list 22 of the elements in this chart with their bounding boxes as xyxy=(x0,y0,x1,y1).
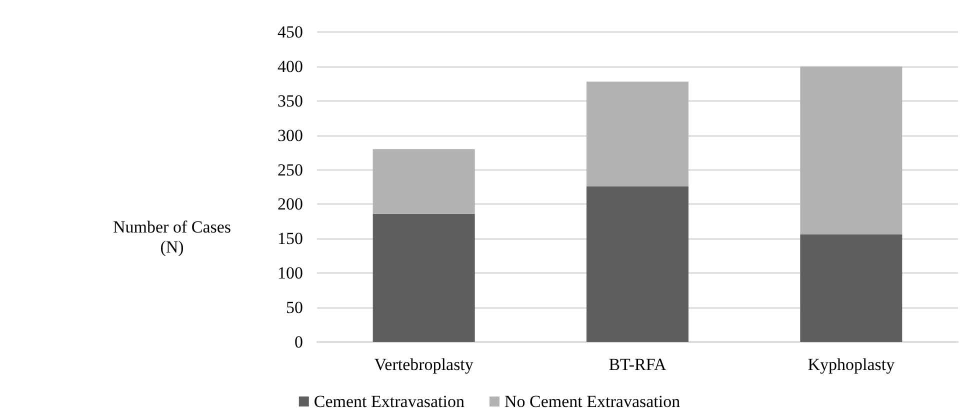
y-axis-title: Number of Cases (N) xyxy=(112,218,232,256)
bar xyxy=(586,186,688,342)
bar xyxy=(372,214,475,342)
bar xyxy=(800,66,902,235)
x-tick-label: Vertebroplasty xyxy=(374,355,474,374)
bar xyxy=(586,82,688,186)
x-tick-label: Kyphoplasty xyxy=(808,355,896,374)
y-tick-label: 250 xyxy=(278,160,303,180)
y-tick-label: 450 xyxy=(278,22,303,42)
y-tick-label: 350 xyxy=(278,91,303,110)
y-tick-label: 200 xyxy=(278,194,303,214)
x-tick-label: BT-RFA xyxy=(608,355,668,374)
bar xyxy=(800,234,902,342)
legend-label: No Cement Extravasation xyxy=(504,392,681,411)
y-tick-label: 400 xyxy=(278,56,303,76)
bar xyxy=(372,149,475,214)
y-tick-label: 300 xyxy=(278,126,303,145)
y-tick-label: 0 xyxy=(294,332,303,352)
y-tick-label: 150 xyxy=(278,229,303,248)
legend-label: Cement Extravasation xyxy=(314,392,465,411)
y-tick-label: 100 xyxy=(278,264,303,283)
y-tick-label: 50 xyxy=(286,298,303,318)
